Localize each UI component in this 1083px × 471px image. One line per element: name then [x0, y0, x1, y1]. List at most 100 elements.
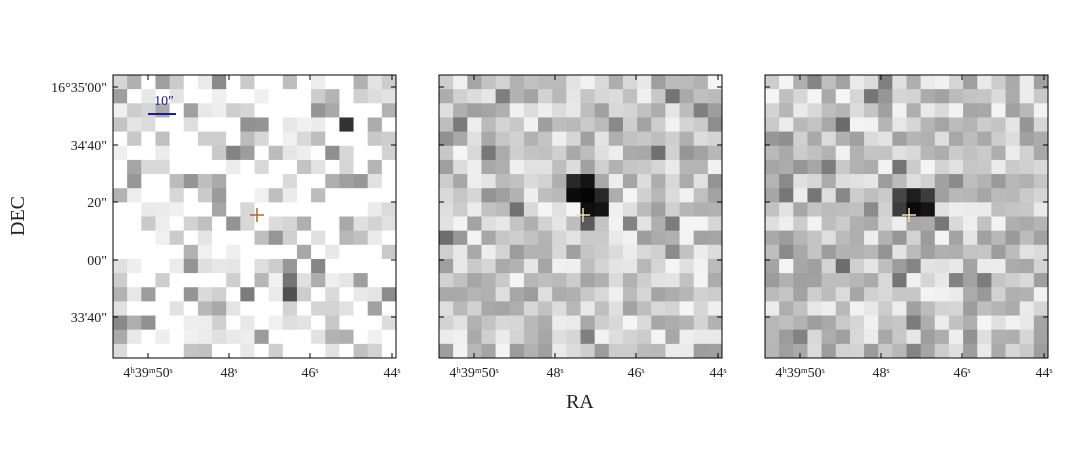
- pixel: [481, 103, 496, 118]
- pixel: [594, 287, 610, 302]
- pixel: [367, 117, 383, 132]
- pixel: [268, 258, 284, 274]
- pixel: [523, 145, 539, 161]
- pixel: [127, 89, 142, 104]
- pixel: [906, 258, 922, 274]
- pixel: [779, 258, 794, 274]
- pixel: [381, 202, 397, 217]
- pixel: [948, 145, 964, 161]
- pixel: [651, 159, 666, 175]
- pixel: [651, 89, 666, 104]
- pixel: [296, 258, 312, 274]
- pixel: [523, 216, 539, 232]
- pixel: [240, 244, 255, 260]
- pixel: [793, 174, 808, 189]
- pixel: [580, 117, 596, 132]
- pixel: [864, 145, 879, 161]
- pixel: [1019, 117, 1035, 132]
- pixel: [439, 89, 454, 104]
- pixel: [212, 159, 227, 175]
- pixel: [906, 301, 922, 316]
- pixel: [765, 89, 780, 104]
- pixel: [552, 75, 567, 90]
- pixel: [311, 343, 326, 359]
- x-tick-label: 48ˢ: [221, 366, 238, 381]
- pixel: [608, 329, 624, 345]
- pixel: [254, 117, 270, 132]
- pixel: [240, 315, 255, 331]
- pixel: [127, 273, 142, 288]
- pixel: [538, 244, 553, 260]
- pixel: [113, 343, 128, 359]
- pixel: [127, 301, 142, 316]
- pixel: [580, 287, 596, 302]
- pixel: [439, 145, 454, 161]
- pixel: [637, 145, 652, 161]
- pixel: [127, 329, 142, 345]
- pixel: [608, 103, 624, 118]
- pixel: [481, 301, 496, 316]
- pixel: [197, 159, 213, 175]
- pixel: [849, 103, 865, 118]
- pixel: [509, 188, 525, 203]
- pixel: [693, 131, 709, 147]
- pixel: [906, 329, 922, 345]
- pixel: [325, 131, 340, 147]
- pixel: [113, 188, 128, 203]
- pixel: [311, 216, 326, 232]
- pixel: [566, 159, 581, 175]
- pixel: [991, 343, 1006, 359]
- pixel: [453, 273, 468, 288]
- pixel: [892, 230, 907, 246]
- pixel: [439, 244, 454, 260]
- pixel: [580, 258, 596, 274]
- pixel: [1019, 315, 1035, 331]
- pixel: [467, 258, 482, 274]
- pixel: [538, 287, 553, 302]
- pixel: [580, 244, 596, 260]
- pixel: [594, 89, 610, 104]
- pixel: [580, 103, 596, 118]
- pixel: [651, 273, 666, 288]
- pixel: [622, 145, 638, 161]
- pixel: [325, 343, 340, 359]
- pixel: [779, 174, 794, 189]
- pixel: [141, 159, 156, 175]
- pixel: [566, 216, 581, 232]
- pixel: [325, 188, 340, 203]
- pixel: [835, 89, 851, 104]
- pixel: [481, 188, 496, 203]
- pixel: [339, 216, 354, 232]
- pixel: [367, 103, 383, 118]
- pixel: [779, 216, 794, 232]
- pixel: [934, 117, 950, 132]
- pixel: [495, 75, 511, 90]
- pixel: [807, 230, 822, 246]
- pixel: [197, 188, 213, 203]
- pixel: [282, 131, 298, 147]
- pixel: [523, 343, 539, 359]
- pixel: [665, 89, 680, 104]
- pixel: [1019, 174, 1035, 189]
- pixel: [920, 89, 936, 104]
- pixel: [779, 159, 794, 175]
- pixel: [821, 159, 837, 175]
- pixel: [977, 159, 992, 175]
- pixel: [439, 287, 454, 302]
- pixel: [679, 301, 695, 316]
- pixel: [495, 188, 511, 203]
- pixel: [906, 89, 922, 104]
- pixel: [1033, 159, 1049, 175]
- pixel: [509, 287, 525, 302]
- pixel: [254, 329, 270, 345]
- pixel: [226, 174, 241, 189]
- pixel: [282, 216, 298, 232]
- pixel: [920, 75, 936, 90]
- pixel: [1005, 131, 1021, 147]
- pixel: [580, 174, 596, 189]
- pixel: [977, 301, 992, 316]
- pixel: [127, 174, 142, 189]
- pixel: [226, 301, 241, 316]
- pixel: [1019, 287, 1035, 302]
- pixel: [934, 287, 950, 302]
